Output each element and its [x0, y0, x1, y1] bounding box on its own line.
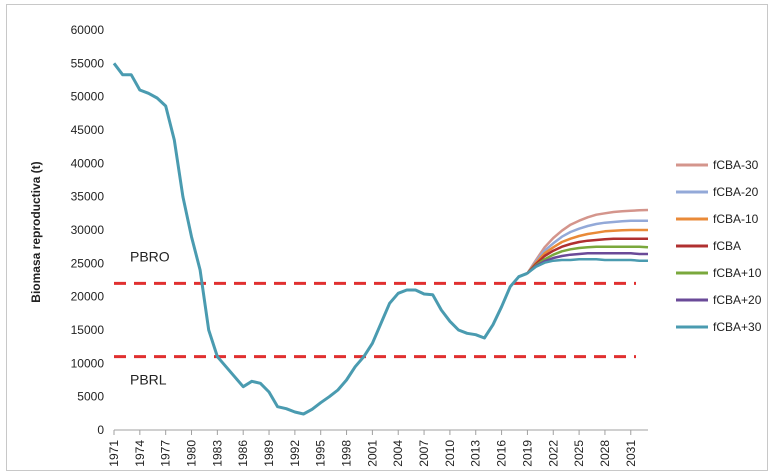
x-tick-label: 1986 — [236, 440, 250, 467]
x-tick-label: 2013 — [469, 440, 483, 467]
y-tick-label: 30000 — [71, 223, 105, 237]
x-tick-label: 2010 — [443, 440, 457, 467]
y-tick-label: 40000 — [71, 156, 105, 170]
legend-entry: fCBA-20 — [713, 185, 759, 199]
y-tick-label: 0 — [97, 423, 104, 437]
legend-entry: fCBA-30 — [713, 158, 759, 172]
y-tick-label: 25000 — [71, 256, 105, 270]
y-tick-label: 55000 — [71, 56, 105, 70]
legend-entry: fCBA-10 — [713, 212, 759, 226]
y-tick-label: 15000 — [71, 323, 105, 337]
legend-entry: fCBA+30 — [713, 320, 762, 334]
series-line-fcba-10 — [526, 245, 649, 275]
x-tick-label: 1974 — [133, 440, 147, 467]
x-tick-label: 2016 — [495, 440, 509, 467]
reference-lines: PBRO PBRL — [114, 248, 636, 388]
legend-entry: fCBA+20 — [713, 293, 762, 307]
x-tick-label: 2019 — [520, 440, 534, 467]
x-tick-label: 2007 — [417, 440, 431, 467]
series-line-fcba-30 — [526, 208, 649, 274]
x-tick-label: 2004 — [391, 440, 405, 467]
x-tick-label: 1995 — [314, 440, 328, 467]
legend: fCBA-30 fCBA-20 fCBA-10 fCBA fCBA+10 fCBA+20 f… — [676, 158, 762, 334]
x-tick-label: 2001 — [365, 440, 379, 467]
y-tick-label: 50000 — [71, 90, 105, 104]
y-tick-label: 10000 — [71, 356, 105, 370]
x-tick-label: 2028 — [598, 440, 612, 467]
tick-labels: 0 5000 10000 15000 20000 25000 30000 35000 40000… — [71, 23, 638, 467]
series-lines — [112, 62, 649, 416]
series-line-fcba-10 — [526, 228, 648, 275]
series-line-fcba-20 — [526, 219, 648, 275]
legend-entry: fCBA+10 — [713, 266, 762, 280]
x-tick-label: 2025 — [572, 440, 586, 467]
reference-label-pbro: PBRO — [130, 248, 170, 264]
x-tick-label: 2022 — [546, 440, 560, 467]
series-line-fcba — [526, 237, 648, 275]
x-tick-label: 1971 — [107, 440, 121, 467]
series-line-fcba-20 — [526, 252, 648, 275]
x-tick-label: 1998 — [340, 440, 354, 467]
x-tick-label: 1977 — [159, 440, 173, 467]
x-tick-label: 1980 — [185, 440, 199, 467]
axes — [113, 429, 648, 435]
y-axis-label: Biomasa reproductiva (t) — [29, 161, 43, 302]
y-tick-label: 60000 — [71, 23, 105, 37]
series-line-fcba-30 — [526, 258, 648, 275]
y-tick-label: 35000 — [71, 190, 105, 204]
x-tick-label: 2031 — [624, 440, 638, 467]
historical-line — [112, 62, 528, 416]
x-tick-label: 1983 — [210, 440, 224, 467]
reference-label-pbrl: PBRL — [130, 372, 167, 388]
y-tick-label: 45000 — [71, 123, 105, 137]
y-tick-label: 20000 — [71, 290, 105, 304]
legend-entry: fCBA — [713, 239, 741, 253]
y-tick-label: 5000 — [77, 390, 104, 404]
x-tick-label: 1992 — [288, 440, 302, 467]
x-tick-label: 1989 — [262, 440, 276, 467]
